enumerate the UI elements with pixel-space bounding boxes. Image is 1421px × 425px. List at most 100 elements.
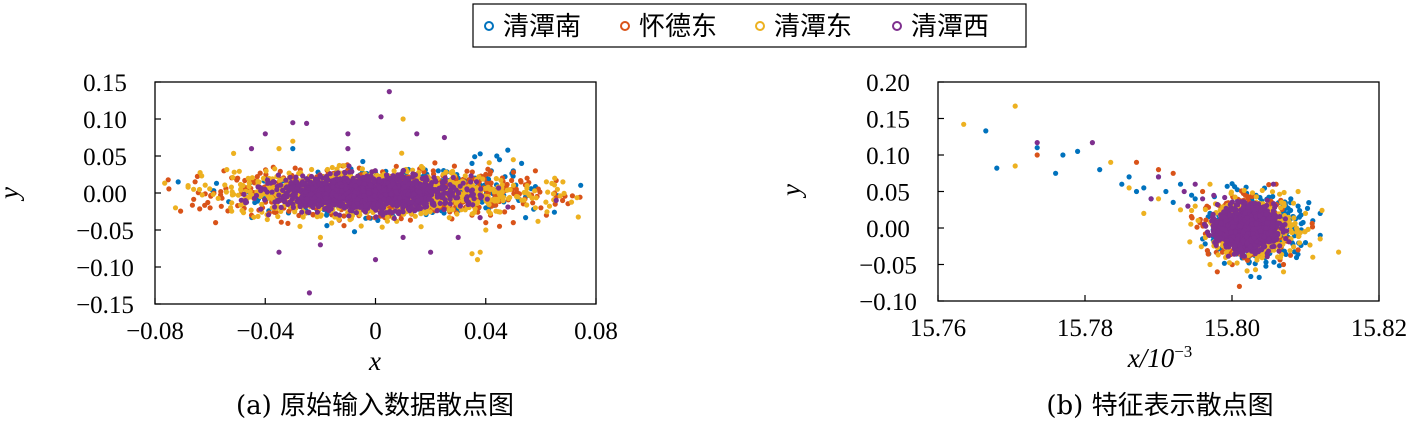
point	[510, 157, 516, 163]
point	[300, 180, 306, 186]
point	[464, 186, 470, 192]
point	[306, 290, 312, 296]
point	[420, 201, 427, 207]
point	[420, 165, 426, 171]
point	[1034, 145, 1040, 151]
point	[509, 177, 515, 184]
point	[275, 172, 281, 178]
point	[454, 211, 460, 217]
legend-label-2: 清潭东	[774, 12, 852, 42]
point	[487, 210, 493, 217]
point	[399, 150, 405, 156]
point	[460, 180, 466, 186]
point	[1163, 188, 1169, 195]
point	[439, 183, 445, 190]
point	[264, 189, 270, 195]
point	[395, 210, 402, 216]
point	[317, 234, 323, 240]
point	[394, 203, 400, 209]
point	[249, 175, 255, 181]
point	[255, 184, 261, 190]
point	[519, 160, 525, 166]
point	[314, 209, 320, 215]
chart-b-x-ticks: 15.76 15.78 15.80 15.82	[910, 295, 1407, 342]
point	[290, 120, 296, 126]
point	[1060, 152, 1066, 158]
chart-a-x-ticks: −0.08 −0.04 0 0.04 0.08	[126, 298, 618, 345]
point	[446, 207, 452, 213]
point	[304, 120, 310, 126]
point	[300, 214, 306, 220]
point	[510, 169, 517, 175]
point	[1194, 224, 1200, 230]
point	[496, 157, 503, 163]
chart-a-ylabel: y	[0, 187, 24, 202]
point	[574, 195, 580, 201]
point	[264, 216, 270, 223]
point	[412, 213, 418, 219]
point	[272, 199, 278, 205]
point	[468, 179, 474, 185]
point	[1097, 167, 1103, 173]
point	[468, 173, 474, 179]
point	[400, 116, 406, 122]
point	[372, 188, 379, 194]
y-tick-label: −0.10	[859, 289, 917, 316]
point	[296, 170, 302, 177]
point	[410, 181, 416, 187]
point	[315, 192, 322, 198]
legend-box	[472, 3, 1027, 48]
point	[218, 203, 224, 209]
point	[275, 213, 281, 220]
point	[287, 199, 294, 205]
point	[192, 179, 198, 185]
point	[346, 163, 352, 169]
point	[290, 138, 296, 144]
point	[432, 160, 438, 166]
point	[314, 176, 320, 183]
point	[388, 191, 394, 197]
point	[296, 199, 302, 205]
point	[166, 186, 172, 192]
point	[407, 217, 413, 223]
point	[231, 150, 237, 156]
point	[483, 227, 489, 233]
point	[578, 182, 584, 188]
point	[561, 190, 567, 196]
point	[297, 223, 303, 229]
point	[416, 189, 423, 195]
point	[472, 206, 478, 212]
point	[441, 206, 447, 213]
point	[469, 169, 475, 175]
point	[487, 171, 493, 177]
point	[361, 193, 367, 199]
point	[371, 193, 378, 199]
point	[544, 209, 550, 215]
point	[172, 205, 179, 211]
point	[493, 176, 499, 182]
point	[405, 191, 411, 197]
point	[416, 204, 422, 210]
chart-b: 15.76 15.78 15.80 15.82 0.200.150.100.050.0…	[776, 70, 1407, 421]
point	[336, 212, 343, 218]
point	[427, 184, 434, 190]
point	[262, 131, 268, 137]
point	[483, 205, 489, 211]
point	[341, 163, 347, 169]
point	[1221, 260, 1227, 266]
point	[1119, 181, 1125, 187]
point	[505, 147, 511, 153]
point	[299, 195, 305, 201]
point	[384, 218, 390, 224]
y-tick-label: 0.15	[83, 70, 127, 97]
point	[560, 179, 566, 185]
point	[360, 188, 366, 194]
point	[248, 146, 255, 152]
point	[550, 191, 557, 197]
point	[210, 191, 216, 197]
point	[477, 249, 483, 255]
point	[532, 205, 539, 211]
point	[472, 154, 478, 160]
point	[228, 184, 234, 190]
